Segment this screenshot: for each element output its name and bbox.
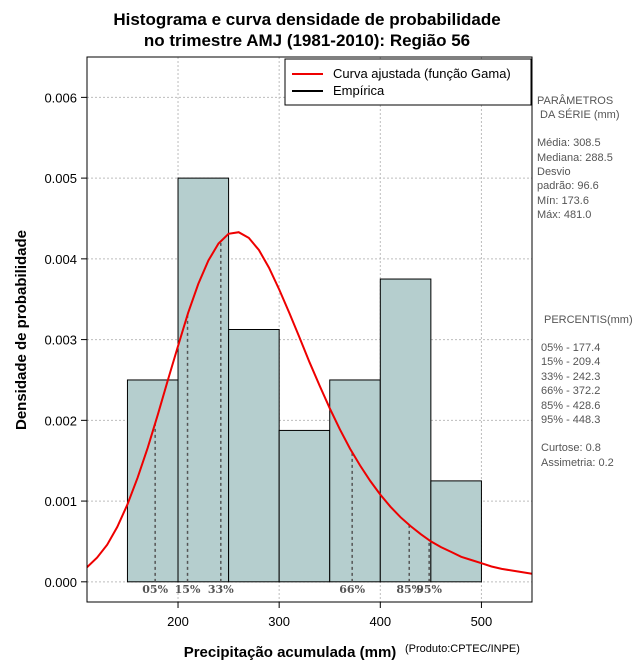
param-media: Média: 308.5 bbox=[537, 137, 601, 149]
histogram-bar bbox=[329, 379, 381, 583]
param-mediana: Mediana: 288.5 bbox=[537, 152, 613, 164]
y-tick-label: 0.004 bbox=[44, 252, 77, 267]
y-tick-label: 0.000 bbox=[44, 575, 77, 590]
percentil-66: 66% - 372.2 bbox=[541, 385, 600, 397]
percentile-label: 85% bbox=[396, 583, 422, 596]
percentile-label: 33% bbox=[208, 583, 234, 596]
percentile-lines: 05% 15% 33% 66% 85%95% bbox=[142, 241, 443, 596]
percentiles-panel: PERCENTIS(mm) 05% - 177.4 15% - 209.4 33… bbox=[541, 314, 633, 469]
percentil-85: 85% - 428.6 bbox=[541, 400, 600, 412]
y-tick-label: 0.005 bbox=[44, 171, 77, 186]
x-tick-label: 500 bbox=[471, 614, 493, 629]
fitted-curve-layer bbox=[87, 231, 532, 575]
param-desvio-padrao: padrão: 96.6 bbox=[537, 180, 599, 192]
legend-box bbox=[284, 58, 532, 106]
histogram-bar bbox=[379, 278, 432, 583]
x-axis-label: Precipitação acumulada (mm) bbox=[184, 644, 397, 660]
x-tick-label: 200 bbox=[167, 614, 189, 629]
chart-title-line-1: Histograma e curva densidade de probabil… bbox=[113, 10, 500, 29]
y-tick-label: 0.001 bbox=[44, 494, 77, 509]
fitted-gamma-curve bbox=[87, 231, 532, 575]
histogram-bar bbox=[278, 429, 331, 583]
x-tick-label: 300 bbox=[268, 614, 290, 629]
percentil-05: 05% - 177.4 bbox=[541, 342, 600, 354]
param-min: Mín: 173.6 bbox=[537, 195, 589, 207]
curtose: Curtose: 0.8 bbox=[541, 442, 601, 454]
chart-title-line-2: no trimestre AMJ (1981-2010): Região 56 bbox=[144, 31, 470, 50]
x-tick-label: 400 bbox=[369, 614, 391, 629]
legend-label-empirical: Empírica bbox=[333, 83, 385, 98]
param-desvio: Desvio bbox=[537, 166, 571, 178]
legend: Curva ajustada (função Gama) Empírica bbox=[284, 58, 532, 106]
percentile-label: 05% bbox=[142, 583, 168, 596]
percentile-label: 66% bbox=[339, 583, 365, 596]
percentil-33: 33% - 242.3 bbox=[541, 371, 600, 383]
histogram-bar bbox=[126, 379, 179, 583]
histogram-bar bbox=[228, 329, 280, 583]
product-credit: (Produto:CPTEC/INPE) bbox=[405, 643, 520, 655]
legend-label-curve: Curva ajustada (função Gama) bbox=[333, 66, 511, 81]
histogram-bar bbox=[430, 480, 482, 583]
y-tick-label: 0.002 bbox=[44, 413, 77, 428]
percentil-15: 15% - 209.4 bbox=[541, 356, 600, 368]
params-title-line-2: DA SÉRIE (mm) bbox=[537, 108, 620, 121]
percentile-label: 95% bbox=[416, 583, 442, 596]
y-tick-label: 0.003 bbox=[44, 333, 77, 348]
params-title-line-1: PARÂMETROS bbox=[537, 94, 613, 107]
axes: 200 300 400 500 0.000 0.001 0.002 0.003 0.004 0.0… bbox=[44, 90, 492, 629]
series-parameters-panel: PARÂMETROS DA SÉRIE (mm) Média: 308.5 Me… bbox=[537, 94, 620, 221]
percentis-title: PERCENTIS(mm) bbox=[544, 314, 633, 326]
assimetria: Assimetria: 0.2 bbox=[541, 457, 614, 469]
percentil-95: 95% - 448.3 bbox=[541, 414, 600, 426]
y-tick-label: 0.006 bbox=[44, 90, 77, 105]
plot-frame bbox=[86, 56, 533, 603]
param-max: Máx: 481.0 bbox=[537, 209, 591, 221]
y-axis-label: Densidade de probabilidade bbox=[13, 230, 30, 430]
percentile-label: 15% bbox=[175, 583, 201, 596]
histogram-bars bbox=[126, 177, 482, 583]
